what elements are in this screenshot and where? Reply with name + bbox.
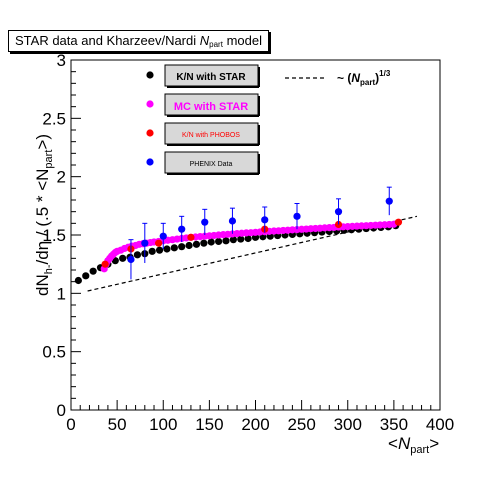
data-point-kn-star (170, 244, 178, 252)
data-point-phenix (293, 212, 301, 220)
data-point-kn-star (148, 247, 156, 255)
x-tick-label: 400 (426, 415, 454, 434)
y-tick-label: 2.5 (42, 109, 66, 128)
legend-entry-kn-star: K/N with STAR (146, 64, 260, 88)
legend: K/N with STAR MC with STAR K/N with PHOB… (146, 64, 391, 175)
data-point-kn-star (200, 239, 208, 247)
y-tick-label: 2 (57, 168, 66, 187)
data-point-kn-star (178, 243, 186, 251)
data-point-kn-star (215, 237, 223, 246)
x-axis-title: <Npart> (388, 434, 439, 456)
data-point-kn-star (237, 235, 245, 243)
data-point-kn-star (185, 241, 193, 250)
data-point-phenix (159, 232, 167, 240)
legend-label-kn-star: K/N with STAR (176, 72, 246, 83)
data-point-kn-star (229, 236, 237, 244)
data-point-kn-phobos (187, 233, 195, 241)
legend-entry-phenix: PHENIX Data (146, 151, 260, 175)
x-tick-label: 100 (149, 415, 177, 434)
y-tick-label: 3 (57, 51, 66, 70)
data-point-phenix (261, 216, 269, 224)
x-tick-label: 50 (108, 415, 127, 434)
data-point-kn-star (251, 233, 260, 241)
data-point-kn-star (244, 234, 252, 243)
data-point-kn-star (89, 267, 97, 275)
data-point-kn-star (207, 238, 215, 246)
y-axis-title: dNh-/dη / (.5 * <Npart>) (33, 134, 55, 296)
series-phenix (127, 186, 393, 280)
legend-label-kn-phobos: K/N with PHOBOS (182, 132, 240, 139)
chart-title: STAR data and Kharzeev/Nardi Npart model (8, 30, 269, 52)
data-point-kn-star (119, 254, 127, 262)
data-point-phenix (334, 208, 343, 216)
data-point-kn-star (133, 251, 142, 259)
series-kn-phobos (101, 218, 403, 268)
data-point-phenix (178, 225, 186, 233)
data-point-kn-star (74, 276, 82, 285)
data-point-phenix (228, 217, 237, 225)
x-tick-label: 150 (195, 415, 223, 434)
data-point-kn-phobos (155, 239, 163, 247)
data-point-kn-phobos (394, 218, 403, 226)
series-layer (74, 186, 403, 285)
legend-entry-kn-phobos: K/N with PHOBOS (146, 122, 260, 146)
y-tick-label: 0 (57, 401, 66, 420)
y-tick-label: 0.5 (42, 343, 66, 362)
data-point-phenix (385, 197, 393, 205)
legend-entry-reference-curve: ~ (Npart)1/3 (285, 69, 391, 87)
legend-entry-mc-star: MC with STAR (146, 93, 260, 117)
data-point-phenix (141, 239, 149, 247)
legend-marker-kn-star (146, 71, 154, 79)
data-point-kn-star (222, 237, 230, 245)
x-tick-label: 350 (380, 415, 408, 434)
data-point-kn-star (155, 246, 164, 254)
legend-label-phenix: PHENIX Data (190, 161, 233, 168)
x-tick-label: 0 (66, 415, 75, 434)
data-point-phenix (127, 255, 135, 264)
legend-marker-mc-star (146, 100, 154, 108)
x-tick-label: 200 (241, 415, 269, 434)
data-point-kn-star (163, 245, 171, 253)
legend-marker-kn-phobos (146, 129, 154, 137)
y-tick-label: 1.5 (42, 226, 66, 245)
legend-label-reference-curve: ~ (Npart)1/3 (337, 69, 391, 87)
legend-label-mc-star: MC with STAR (174, 101, 248, 113)
x-tick-label: 250 (287, 415, 315, 434)
data-point-kn-star (82, 272, 90, 280)
axis-layer: 0 50 100 150 200 250 300 350 400 0 0.5 1 1.5 2 2.5 3 (42, 51, 454, 434)
data-point-phenix (201, 218, 209, 226)
x-tick-label: 300 (334, 415, 362, 434)
data-point-kn-phobos (101, 260, 109, 268)
data-point-kn-star (192, 240, 201, 248)
y-tick-label: 1 (57, 284, 66, 303)
legend-marker-phenix (146, 158, 154, 166)
